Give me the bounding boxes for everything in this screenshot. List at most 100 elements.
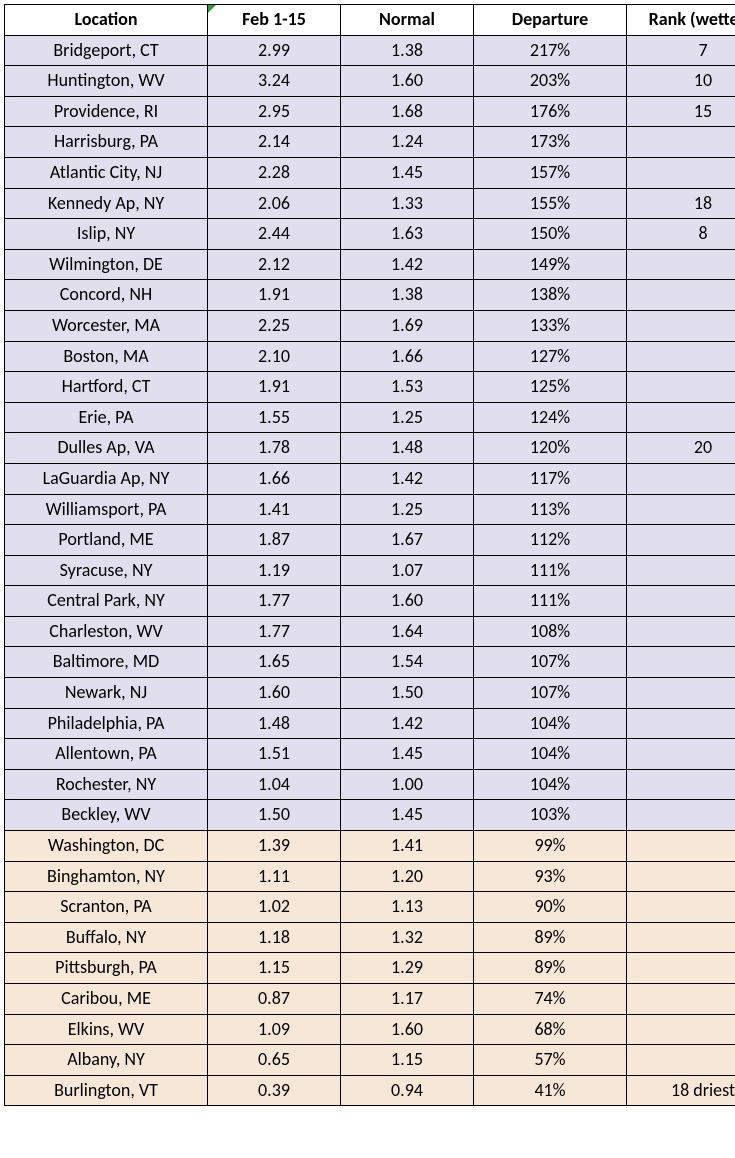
cell-rank — [627, 586, 735, 617]
cell-location: Worcester, MA — [5, 310, 208, 341]
col-rank: Rank (wettest) — [627, 5, 735, 36]
cell-normal: 1.33 — [341, 188, 474, 219]
cell-rank — [627, 1014, 735, 1045]
cell-feb: 1.91 — [208, 372, 341, 403]
cell-location: Binghamton, NY — [5, 861, 208, 892]
table-row: Erie, PA1.551.25124% — [5, 402, 735, 433]
cell-feb: 1.65 — [208, 647, 341, 678]
cell-departure: 99% — [474, 831, 627, 862]
cell-rank — [627, 1045, 735, 1076]
cell-rank — [627, 494, 735, 525]
cell-location: Kennedy Ap, NY — [5, 188, 208, 219]
cell-feb: 2.25 — [208, 310, 341, 341]
cell-feb: 0.65 — [208, 1045, 341, 1076]
cell-normal: 1.42 — [341, 708, 474, 739]
table-row: Beckley, WV1.501.45103% — [5, 800, 735, 831]
table-row: Charleston, WV1.771.64108% — [5, 616, 735, 647]
cell-normal: 1.00 — [341, 769, 474, 800]
cell-location: Baltimore, MD — [5, 647, 208, 678]
table-row: Allentown, PA1.511.45104% — [5, 739, 735, 770]
cell-normal: 1.68 — [341, 96, 474, 127]
cell-feb: 2.44 — [208, 219, 341, 250]
cell-normal: 1.66 — [341, 341, 474, 372]
cell-rank — [627, 127, 735, 158]
table-row: Baltimore, MD1.651.54107% — [5, 647, 735, 678]
cell-feb: 1.55 — [208, 402, 341, 433]
cell-departure: 112% — [474, 525, 627, 556]
cell-feb: 1.09 — [208, 1014, 341, 1045]
table-row: Rochester, NY1.041.00104% — [5, 769, 735, 800]
cell-departure: 74% — [474, 984, 627, 1015]
cell-rank — [627, 892, 735, 923]
table-row: Central Park, NY1.771.60111% — [5, 586, 735, 617]
table-row: Wilmington, DE2.121.42149% — [5, 249, 735, 280]
cell-normal: 1.45 — [341, 739, 474, 770]
col-location: Location — [5, 5, 208, 36]
cell-feb: 1.41 — [208, 494, 341, 525]
cell-normal: 1.63 — [341, 219, 474, 250]
cell-location: Allentown, PA — [5, 739, 208, 770]
cell-departure: 176% — [474, 96, 627, 127]
cell-rank — [627, 555, 735, 586]
cell-location: Beckley, WV — [5, 800, 208, 831]
cell-location: Pittsburgh, PA — [5, 953, 208, 984]
cell-departure: 93% — [474, 861, 627, 892]
cell-feb: 1.66 — [208, 463, 341, 494]
cell-departure: 41% — [474, 1075, 627, 1106]
cell-feb: 1.04 — [208, 769, 341, 800]
table-row: Syracuse, NY1.191.07111% — [5, 555, 735, 586]
cell-feb: 1.77 — [208, 586, 341, 617]
cell-normal: 1.20 — [341, 861, 474, 892]
cell-rank — [627, 616, 735, 647]
cell-location: Scranton, PA — [5, 892, 208, 923]
cell-feb: 2.14 — [208, 127, 341, 158]
cell-departure: 103% — [474, 800, 627, 831]
cell-normal: 1.45 — [341, 157, 474, 188]
table-row: Pittsburgh, PA1.151.2989% — [5, 953, 735, 984]
cell-departure: 203% — [474, 66, 627, 97]
table-row: Huntington, WV3.241.60203%10 — [5, 66, 735, 97]
table-row: Portland, ME1.871.67112% — [5, 525, 735, 556]
cell-location: Hartford, CT — [5, 372, 208, 403]
col-normal: Normal — [341, 5, 474, 36]
cell-rank — [627, 861, 735, 892]
cell-feb: 1.91 — [208, 280, 341, 311]
cell-rank — [627, 249, 735, 280]
cell-rank — [627, 525, 735, 556]
cell-normal: 0.94 — [341, 1075, 474, 1106]
cell-location: Rochester, NY — [5, 769, 208, 800]
table-row: Dulles Ap, VA1.781.48120%20 — [5, 433, 735, 464]
table-row: Kennedy Ap, NY2.061.33155%18 — [5, 188, 735, 219]
cell-departure: 90% — [474, 892, 627, 923]
cell-location: Concord, NH — [5, 280, 208, 311]
cell-departure: 89% — [474, 922, 627, 953]
cell-location: LaGuardia Ap, NY — [5, 463, 208, 494]
cell-feb: 2.99 — [208, 35, 341, 66]
cell-feb: 1.48 — [208, 708, 341, 739]
cell-departure: 127% — [474, 341, 627, 372]
cell-departure: 107% — [474, 678, 627, 709]
cell-departure: 150% — [474, 219, 627, 250]
cell-location: Portland, ME — [5, 525, 208, 556]
cell-location: Boston, MA — [5, 341, 208, 372]
cell-departure: 217% — [474, 35, 627, 66]
cell-location: Buffalo, NY — [5, 922, 208, 953]
cell-feb: 1.51 — [208, 739, 341, 770]
cell-normal: 1.42 — [341, 249, 474, 280]
cell-rank — [627, 769, 735, 800]
cell-feb: 1.02 — [208, 892, 341, 923]
table-row: Islip, NY2.441.63150%8 — [5, 219, 735, 250]
cell-feb: 1.19 — [208, 555, 341, 586]
cell-normal: 1.53 — [341, 372, 474, 403]
cell-rank: 20 — [627, 433, 735, 464]
cell-normal: 1.54 — [341, 647, 474, 678]
cell-rank — [627, 647, 735, 678]
cell-normal: 1.38 — [341, 35, 474, 66]
cell-feb: 2.06 — [208, 188, 341, 219]
cell-rank — [627, 310, 735, 341]
cell-departure: 104% — [474, 769, 627, 800]
cell-location: Williamsport, PA — [5, 494, 208, 525]
cell-location: Central Park, NY — [5, 586, 208, 617]
cell-rank: 15 — [627, 96, 735, 127]
cell-normal: 1.42 — [341, 463, 474, 494]
